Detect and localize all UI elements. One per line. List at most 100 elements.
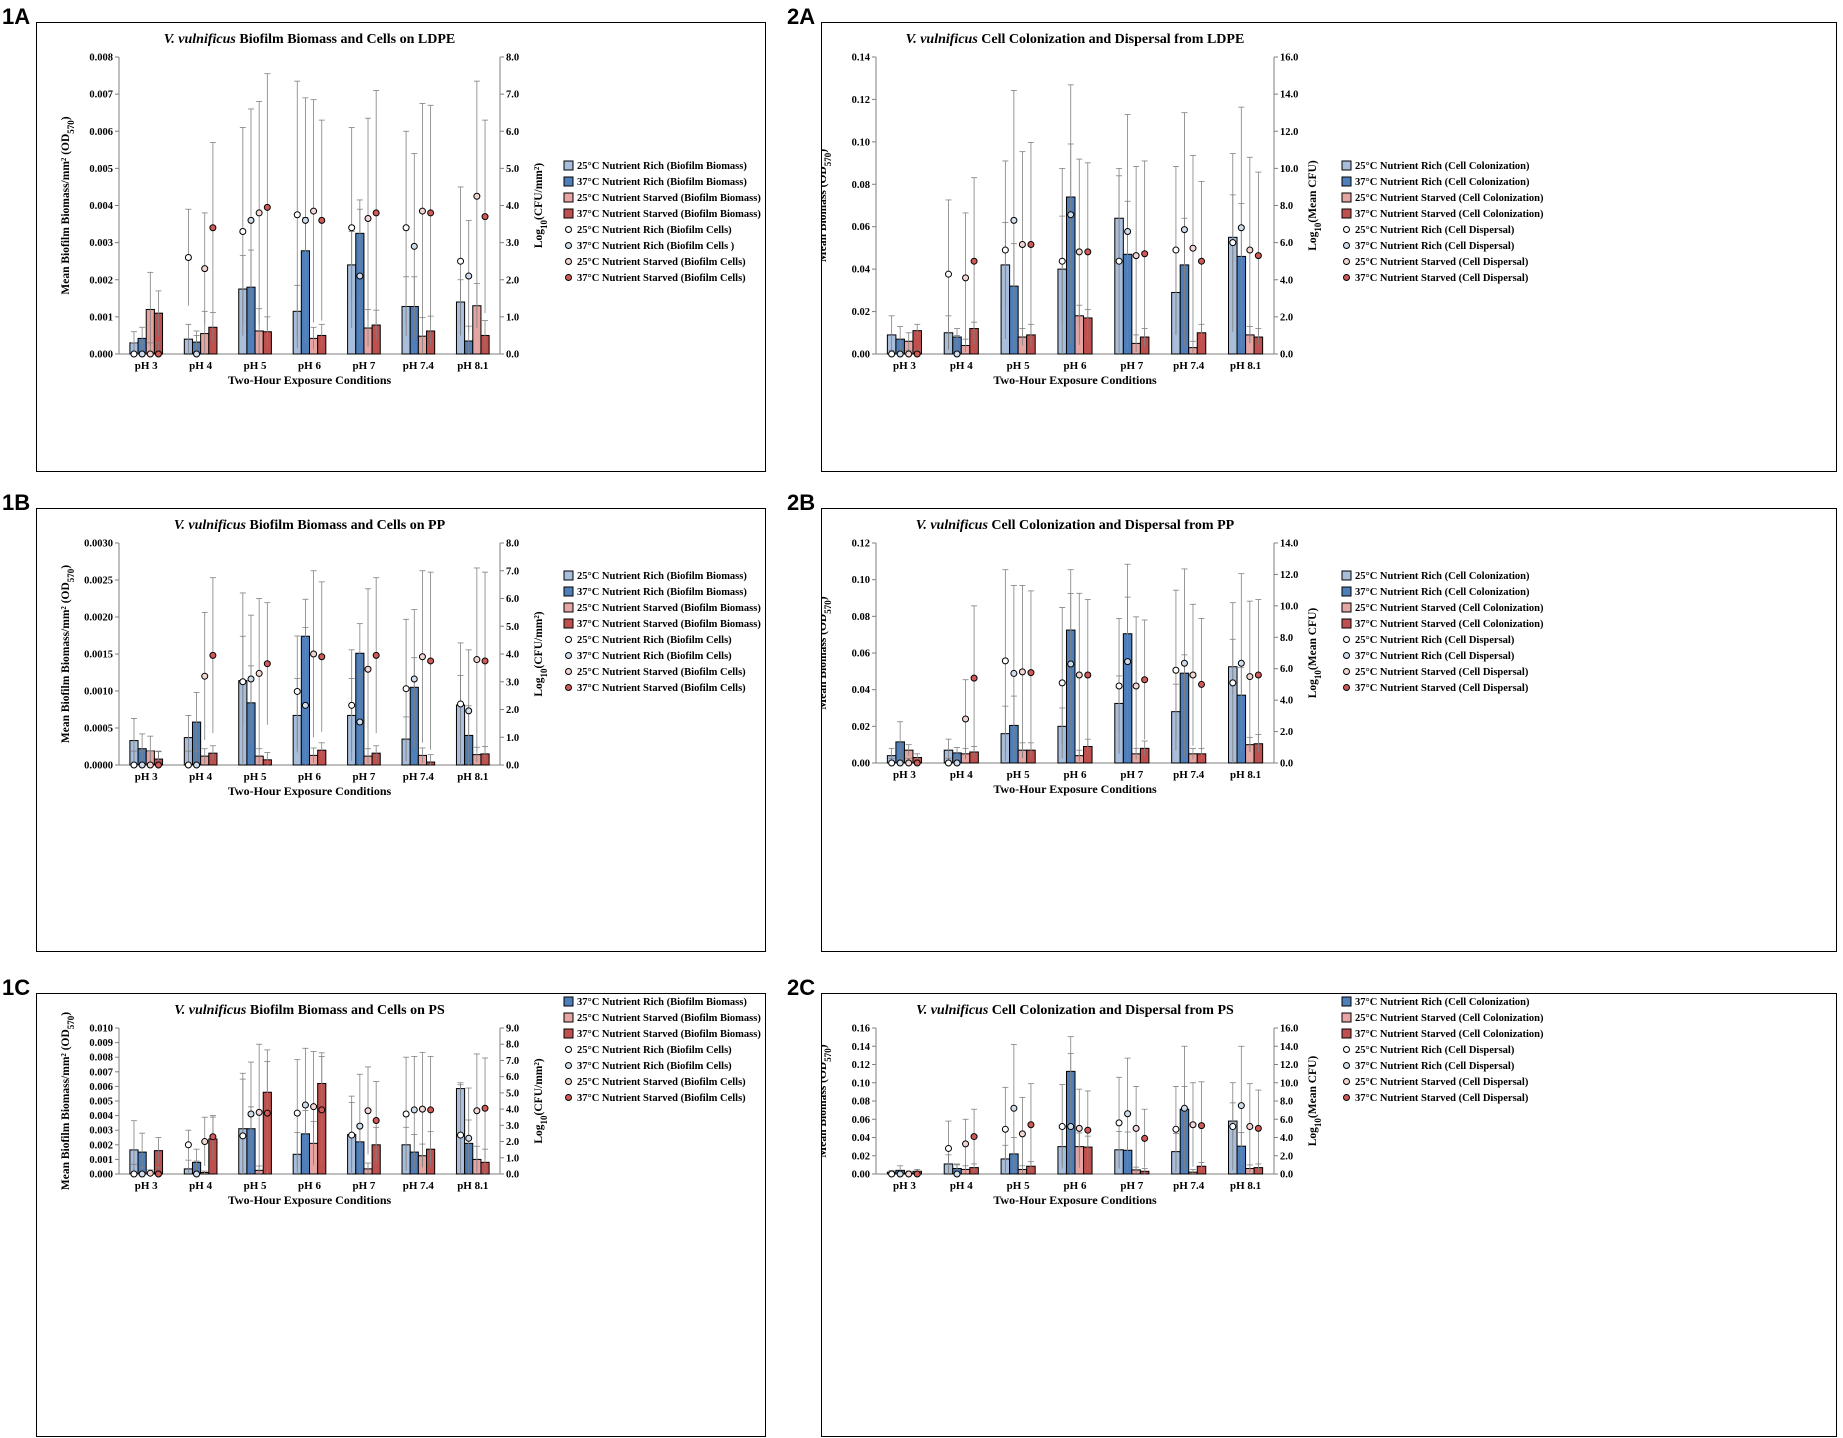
x-tick-label: pH 7: [352, 771, 375, 783]
dot-rich25: [1229, 679, 1237, 687]
legend-swatch-dot: [1343, 258, 1350, 265]
dot-starved37: [372, 1116, 380, 1124]
dot-starved25: [255, 209, 263, 217]
dot-rich25: [184, 1141, 192, 1149]
legend-swatch-dot: [565, 242, 572, 249]
dot-starved37: [1084, 248, 1092, 256]
x-axis-title: Two-Hour Exposure Conditions: [993, 782, 1157, 796]
dot-starved37: [209, 651, 217, 659]
left-tick-label: 0.00: [852, 759, 870, 770]
dot-starved25: [310, 207, 318, 215]
x-tick-label: pH 3: [135, 1180, 158, 1192]
left-tick-label: 0.001: [89, 1155, 113, 1166]
right-tick-label: 2.0: [506, 275, 519, 286]
x-tick-label: pH 5: [244, 1180, 267, 1192]
dot-rich37: [465, 707, 473, 715]
legend-label: 37°C Nutrient Rich (Biofilm Cells): [577, 1061, 732, 1072]
right-tick-label: 6.0: [1280, 664, 1293, 675]
right-tick-label: 16.0: [1280, 53, 1298, 64]
dot-rich25: [239, 227, 247, 235]
right-tick-label: 6.0: [1280, 238, 1293, 249]
right-tick-label: 4.0: [1280, 275, 1293, 286]
legend-label: 25°C Nutrient Starved (Cell Dispersal): [1355, 1077, 1529, 1088]
legend-label: 37°C Nutrient Rich (Cell Colonization): [1355, 997, 1530, 1008]
right-axis-title: Log10(CFU/mm²): [533, 163, 549, 248]
legend-label: 37°C Nutrient Rich (Cell Dispersal): [1355, 651, 1515, 662]
legend-label: 37°C Nutrient Rich (Cell Colonization): [1355, 587, 1530, 598]
dot-starved37: [427, 209, 435, 217]
legend-label: 25°C Nutrient Starved (Biofilm Cells): [577, 1077, 746, 1088]
legend-label: 37°C Nutrient Rich (Biofilm Cells): [577, 651, 732, 662]
left-tick-label: 0.000: [89, 350, 113, 361]
legend-swatch-bar: [563, 192, 574, 203]
x-tick-label: pH 5: [244, 771, 267, 783]
right-tick-label: 0.0: [1280, 1170, 1293, 1181]
dot-starved25: [364, 1107, 372, 1115]
right-tick-label: 0.0: [506, 761, 519, 772]
dot-rich37: [1237, 1102, 1245, 1110]
x-tick-label: pH 8.1: [457, 771, 488, 783]
x-tick-label: pH 6: [298, 1180, 321, 1192]
dot-starved25: [201, 265, 209, 273]
dot-starved37: [970, 674, 978, 682]
dot-rich25: [1115, 682, 1123, 690]
dot-starved25: [962, 274, 970, 282]
left-tick-label: 0.005: [89, 164, 113, 175]
right-tick-label: 16.0: [1280, 1024, 1298, 1035]
chart-title: V. vulnificus Cell Colonization and Disp…: [916, 1003, 1234, 1018]
legend-label: 37°C Nutrient Rich (Biofilm Cells ): [577, 241, 735, 252]
dot-rich37: [410, 242, 418, 250]
legend-swatch-dot: [565, 1062, 572, 1069]
left-tick-label: 0.12: [852, 539, 870, 550]
left-tick-label: 0.0030: [84, 539, 113, 550]
dot-rich25: [888, 759, 896, 767]
chart-panel-2B: V. vulnificus Cell Colonization and Disp…: [821, 508, 1837, 952]
x-tick-label: pH 7.4: [403, 1180, 435, 1192]
dot-starved25: [310, 1103, 318, 1111]
left-tick-label: 0.08: [852, 1097, 870, 1108]
right-tick-label: 5.0: [506, 164, 519, 175]
legend-swatch-dot: [565, 684, 572, 691]
dot-rich25: [1172, 1125, 1180, 1133]
dot-starved37: [913, 759, 921, 767]
legend-label: 37°C Nutrient Rich (Biofilm Biomass): [577, 997, 747, 1008]
dot-starved37: [1198, 257, 1206, 265]
left-tick-label: 0.02: [852, 722, 870, 733]
legend-label: 25°C Nutrient Starved (Biofilm Biomass): [577, 1013, 761, 1024]
left-tick-label: 0.004: [89, 1111, 113, 1122]
dot-rich37: [301, 701, 309, 709]
legend-label: 25°C Nutrient Starved (Cell Colonization…: [1355, 193, 1544, 204]
x-tick-label: pH 6: [1064, 360, 1087, 372]
dot-rich25: [348, 224, 356, 232]
left-axis-title: Mean Biomass (OD570): [822, 596, 833, 709]
dot-rich25: [457, 1131, 465, 1139]
left-tick-label: 0.0010: [84, 687, 113, 698]
legend-label: 37°C Nutrient Starved (Biofilm Cells): [577, 1093, 746, 1104]
right-tick-label: 7.0: [506, 1056, 519, 1067]
dot-rich37: [1067, 1123, 1075, 1131]
dot-rich37: [1237, 224, 1245, 232]
x-tick-label: pH 7: [1120, 360, 1143, 372]
chart-panel-2C: V. vulnificus Cell Colonization and Disp…: [821, 993, 1837, 1437]
chart-title: V. vulnificus Biofilm Biomass and Cells …: [174, 518, 446, 533]
right-tick-label: 8.0: [1280, 201, 1293, 212]
legend-swatch-bar: [563, 160, 574, 171]
dot-rich37: [465, 272, 473, 280]
dot-starved25: [255, 669, 263, 677]
dot-rich25: [348, 701, 356, 709]
dot-starved25: [1018, 668, 1026, 676]
dot-starved25: [962, 715, 970, 723]
dot-starved25: [1132, 682, 1140, 690]
dot-rich37: [410, 1106, 418, 1114]
dot-starved37: [1198, 1122, 1206, 1130]
legend-swatch-bar: [563, 176, 574, 187]
x-axis-title: Two-Hour Exposure Conditions: [228, 1193, 392, 1207]
dot-rich25: [944, 270, 952, 278]
dot-starved37: [1141, 250, 1149, 258]
chart-svg: V. vulnificus Biofilm Biomass and Cells …: [60, 518, 761, 798]
dot-rich25: [1001, 1125, 1009, 1133]
dot-starved37: [913, 350, 921, 358]
dot-rich37: [193, 350, 201, 358]
right-tick-label: 5.0: [506, 622, 519, 633]
legend-swatch-bar: [1341, 176, 1352, 187]
